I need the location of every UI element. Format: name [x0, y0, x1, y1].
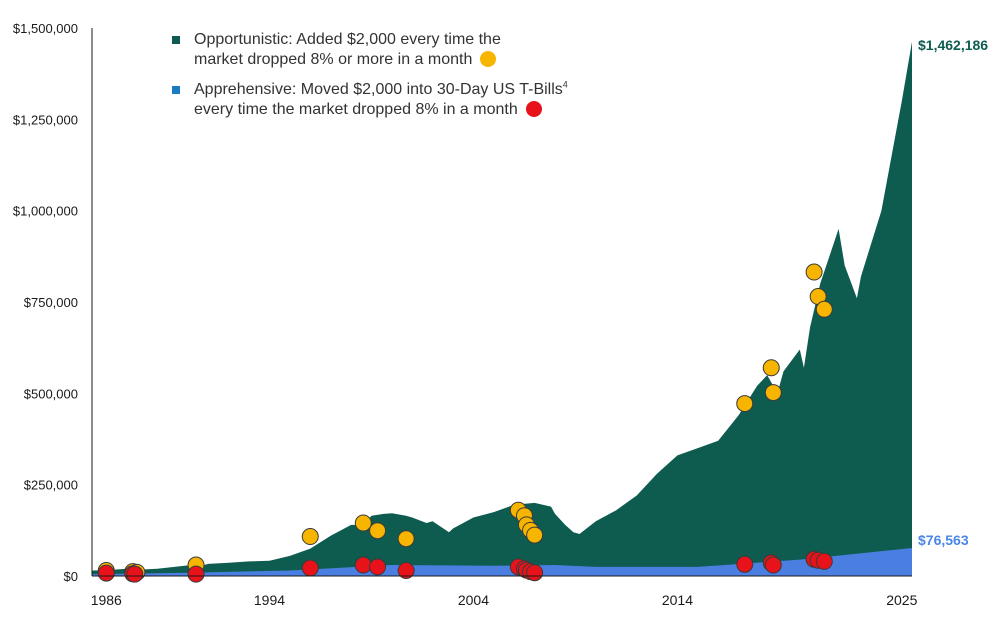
y-tick-label: $1,000,000 [13, 204, 78, 219]
buy-dot-marker [764, 384, 782, 402]
buy-dot-marker [526, 526, 544, 544]
legend-square-apprehensive [172, 86, 180, 94]
sell-dot-marker [126, 565, 144, 583]
buy-dot-marker [397, 530, 415, 548]
apprehensive-end-label: $76,563 [918, 532, 969, 548]
buy-dot-marker [369, 522, 387, 540]
sell-dot-marker [187, 565, 205, 583]
y-tick-label: $250,000 [24, 478, 78, 493]
sell-dot-icon [525, 101, 542, 117]
sell-dot-marker [397, 562, 415, 580]
sell-dot-marker [369, 558, 387, 576]
y-tick-label: $1,250,000 [13, 112, 78, 127]
buy-dot-marker [762, 359, 780, 377]
opportunistic-end-label: $1,462,186 [918, 37, 988, 53]
x-tick-label: 2014 [662, 592, 693, 608]
legend-apprehensive-line2-wrap: every time the market dropped 8% in a mo… [194, 100, 568, 120]
legend-opportunistic-line2: market dropped 8% or more in a month [194, 51, 473, 68]
y-tick-label: $750,000 [24, 295, 78, 310]
sell-dot-marker [736, 555, 754, 573]
sell-dot-marker [815, 552, 833, 570]
x-tick-label: 1986 [91, 592, 122, 608]
buy-dot-marker [736, 395, 754, 413]
legend-item-apprehensive: Apprehensive: Moved $2,000 into 30-Day U… [172, 80, 568, 120]
legend-opportunistic-line1: Opportunistic: Added $2,000 every time t… [194, 31, 501, 48]
x-tick-label: 2004 [458, 592, 489, 608]
buy-dot-marker [805, 263, 823, 281]
buy-dot-marker [354, 514, 372, 532]
sell-dot-marker [301, 559, 319, 577]
sell-dot-marker [97, 564, 115, 582]
legend-apprehensive-line2: every time the market dropped 8% in a mo… [194, 101, 518, 118]
buy-dot-marker [815, 300, 833, 318]
footnote-marker: 4 [562, 79, 568, 90]
chart-legend: Opportunistic: Added $2,000 every time t… [172, 30, 568, 130]
legend-apprehensive-line1-wrap: Apprehensive: Moved $2,000 into 30-Day U… [194, 80, 568, 100]
sell-dot-marker [526, 564, 544, 582]
legend-item-opportunistic: Opportunistic: Added $2,000 every time t… [172, 30, 568, 70]
y-tick-label: $0 [64, 569, 78, 584]
apprehensive-area [92, 548, 912, 576]
x-tick-label: 1994 [254, 592, 285, 608]
y-tick-label: $500,000 [24, 386, 78, 401]
legend-square-opportunistic [172, 36, 180, 44]
x-tick-label: 2025 [886, 592, 917, 608]
buy-dot-marker [301, 528, 319, 546]
sell-dot-marker [764, 556, 782, 574]
opportunistic-area [92, 41, 912, 577]
legend-opportunistic-line2-wrap: market dropped 8% or more in a month [194, 50, 568, 70]
sell-dot-marker [354, 556, 372, 574]
y-tick-label: $1,500,000 [13, 21, 78, 36]
legend-apprehensive-line1: Apprehensive: Moved $2,000 into 30-Day U… [194, 81, 563, 98]
x-axis-ticks: 1986 1994 2004 2014 2025 [91, 592, 918, 608]
buy-dot-icon [480, 51, 497, 67]
y-axis-ticks: $0 $250,000 $500,000 $750,000 $1,000,000 $1,2… [13, 21, 78, 584]
